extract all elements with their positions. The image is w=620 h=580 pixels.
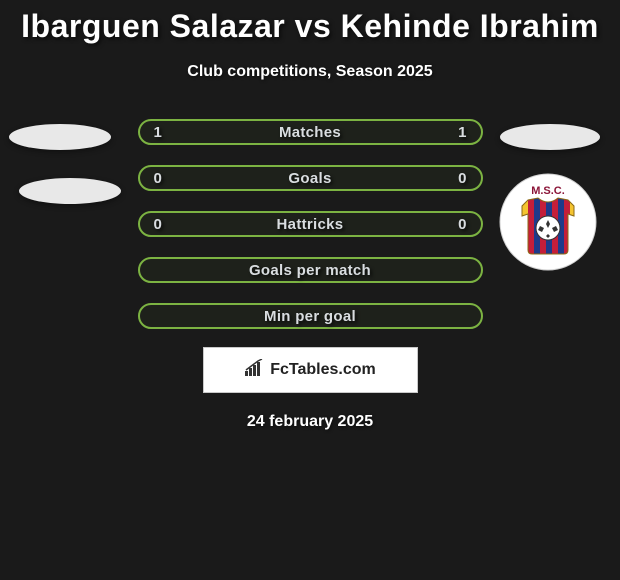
fctables-branding[interactable]: FcTables.com [203,347,418,393]
stat-label: Hattricks [277,216,344,233]
stat-pill: 1 Matches 1 [138,119,483,145]
stat-row-min-per-goal: Min per goal [0,293,620,339]
stat-pill: Goals per match [138,257,483,283]
stat-label: Matches [279,124,341,141]
stat-label: Goals [288,170,331,187]
stat-row-goals: 0 Goals 0 [0,155,620,201]
chart-icon [244,359,266,382]
stat-left-value: 1 [154,124,162,141]
stat-right-value: 0 [458,216,466,233]
stat-label: Goals per match [249,262,371,279]
stats-container: 1 Matches 1 0 Goals 0 0 Hattricks 0 Goal… [0,109,620,339]
stat-pill: 0 Hattricks 0 [138,211,483,237]
stat-pill: Min per goal [138,303,483,329]
stat-pill: 0 Goals 0 [138,165,483,191]
stat-left-value: 0 [154,216,162,233]
fctables-text: FcTables.com [270,361,376,379]
stat-right-value: 0 [458,170,466,187]
stat-left-value: 0 [154,170,162,187]
comparison-date: 24 february 2025 [0,413,620,431]
season-subtitle: Club competitions, Season 2025 [0,63,620,81]
stat-label: Min per goal [264,308,356,325]
comparison-title: Ibarguen Salazar vs Kehinde Ibrahim [0,0,620,45]
stat-row-hattricks: 0 Hattricks 0 [0,201,620,247]
stat-row-goals-per-match: Goals per match [0,247,620,293]
stat-row-matches: 1 Matches 1 [0,109,620,155]
stat-right-value: 1 [458,124,466,141]
